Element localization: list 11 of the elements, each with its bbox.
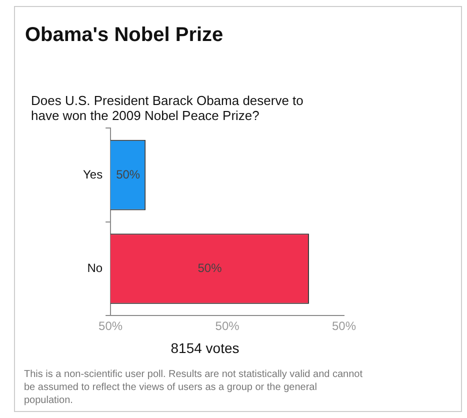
- text: This is a non-scientific user poll. Results are not statistically valid and cannot be assumed to reflect the views of users as a group or the general population.: [24, 368, 364, 407]
- y-tick-label: No: [87, 261, 103, 276]
- x-tick-label: 50%: [98, 319, 123, 334]
- x-tick-label: 50%: [215, 319, 240, 334]
- chart-subtitle: Does U.S. President Barack Obama deserve to have won the 2009 Nobel Peace Prize?: [31, 93, 304, 123]
- chart-title: Obama's Nobel Prize: [25, 24, 224, 47]
- data-label: 50%: [198, 261, 222, 276]
- text: 8154 votes: [170, 340, 240, 356]
- data-label: 50%: [116, 167, 140, 182]
- y-tick-label: Yes: [83, 167, 103, 182]
- x-tick-label: 50%: [332, 319, 356, 334]
